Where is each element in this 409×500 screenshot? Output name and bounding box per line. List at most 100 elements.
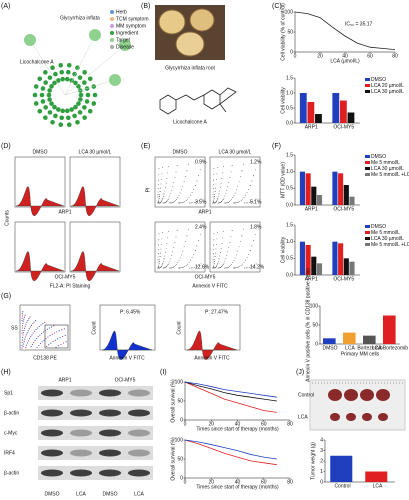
dot xyxy=(182,250,184,252)
dot xyxy=(255,198,257,200)
dot xyxy=(253,175,254,177)
x-tick-label: 40 xyxy=(342,53,348,59)
dot xyxy=(177,202,179,204)
histogram xyxy=(101,330,153,360)
x-axis-label: Times since start of therapy (months) xyxy=(196,426,279,432)
legend-swatch xyxy=(110,17,114,21)
x-tick-label: ARP1 xyxy=(305,206,318,212)
dot xyxy=(224,195,226,197)
dot xyxy=(215,201,217,203)
plot-frame xyxy=(154,221,206,273)
network-node xyxy=(50,119,55,125)
dot xyxy=(216,238,218,240)
treatment: DMSO xyxy=(45,491,60,497)
network-node xyxy=(56,107,61,112)
root-slice xyxy=(158,9,186,35)
dot xyxy=(228,247,230,248)
dot xyxy=(231,198,232,200)
bar xyxy=(299,93,307,123)
dot xyxy=(196,180,198,182)
dot xyxy=(51,326,53,328)
dot xyxy=(159,202,160,204)
bar xyxy=(330,455,353,482)
dot xyxy=(164,187,166,188)
dot xyxy=(38,344,40,346)
dot xyxy=(158,233,160,235)
dot xyxy=(221,265,223,267)
dot xyxy=(162,202,164,204)
tumor xyxy=(330,413,340,421)
dot xyxy=(241,235,243,237)
y-tick-label: 4 xyxy=(320,437,323,443)
dot xyxy=(29,338,31,340)
dot xyxy=(163,202,165,204)
bar xyxy=(343,185,349,205)
dot xyxy=(161,238,163,240)
dot xyxy=(168,166,169,167)
treatment: DMSO xyxy=(103,491,118,497)
dot xyxy=(30,345,32,347)
dot xyxy=(225,267,227,269)
x-axis-label: Annexin V FITC xyxy=(109,355,145,361)
dot xyxy=(240,176,241,178)
dot xyxy=(164,190,166,192)
dot xyxy=(187,263,188,265)
y-tick-label: 100 xyxy=(175,379,184,385)
y-tick-label: 0.5 xyxy=(286,105,293,111)
x-tick-label: OCI-MY5 xyxy=(333,124,354,130)
x-tick-label: 20 xyxy=(317,53,323,59)
dot xyxy=(221,243,223,244)
dot xyxy=(222,237,224,239)
y-axis-label: Annexin V positive cells (% in CD138 pos… xyxy=(305,268,311,382)
dot xyxy=(213,200,215,202)
dot xyxy=(192,267,194,269)
dot xyxy=(237,185,239,187)
tumor xyxy=(328,389,342,401)
row-label: OCI-MY5 xyxy=(55,274,76,280)
dot xyxy=(228,266,230,267)
blot-band xyxy=(41,389,63,397)
dot xyxy=(229,177,231,178)
dot xyxy=(175,265,176,267)
dot xyxy=(215,266,217,268)
network-node xyxy=(46,92,52,98)
dot xyxy=(159,191,161,192)
dot xyxy=(190,202,192,204)
dot xyxy=(46,345,48,347)
dot xyxy=(184,266,186,267)
dot xyxy=(182,185,184,187)
x-axis-label: Annexin V FITC xyxy=(194,355,230,361)
dot xyxy=(158,198,160,199)
dot xyxy=(173,182,175,183)
legend-entry: LCA 30 µmol/L xyxy=(371,166,404,172)
dot xyxy=(21,313,23,315)
gate-label: P: 6.45% xyxy=(120,309,141,315)
dot xyxy=(176,198,177,200)
dot xyxy=(240,241,241,243)
row-label: OCI-MY5 xyxy=(195,274,216,280)
bar xyxy=(299,171,305,205)
network-node xyxy=(40,86,46,91)
legend-swatch xyxy=(110,31,114,35)
dot xyxy=(24,314,26,316)
dot xyxy=(221,200,223,202)
dot xyxy=(214,261,215,263)
x-axis-label: Annexin V FITC xyxy=(192,283,228,289)
dot xyxy=(159,267,160,269)
y-tick-label: 1 xyxy=(320,469,323,475)
dot xyxy=(173,201,175,202)
blot-strip xyxy=(38,426,153,440)
dot xyxy=(187,228,189,230)
quadrant-label: 0.9% xyxy=(195,159,207,165)
dot xyxy=(246,257,248,258)
dot xyxy=(188,196,190,198)
dot xyxy=(244,202,246,204)
dot xyxy=(39,343,41,345)
dot xyxy=(166,178,168,179)
dot xyxy=(233,195,235,196)
dot xyxy=(22,311,24,313)
network-node xyxy=(49,101,54,106)
blot-band xyxy=(41,429,63,437)
dot xyxy=(249,250,251,251)
dot xyxy=(194,267,195,268)
